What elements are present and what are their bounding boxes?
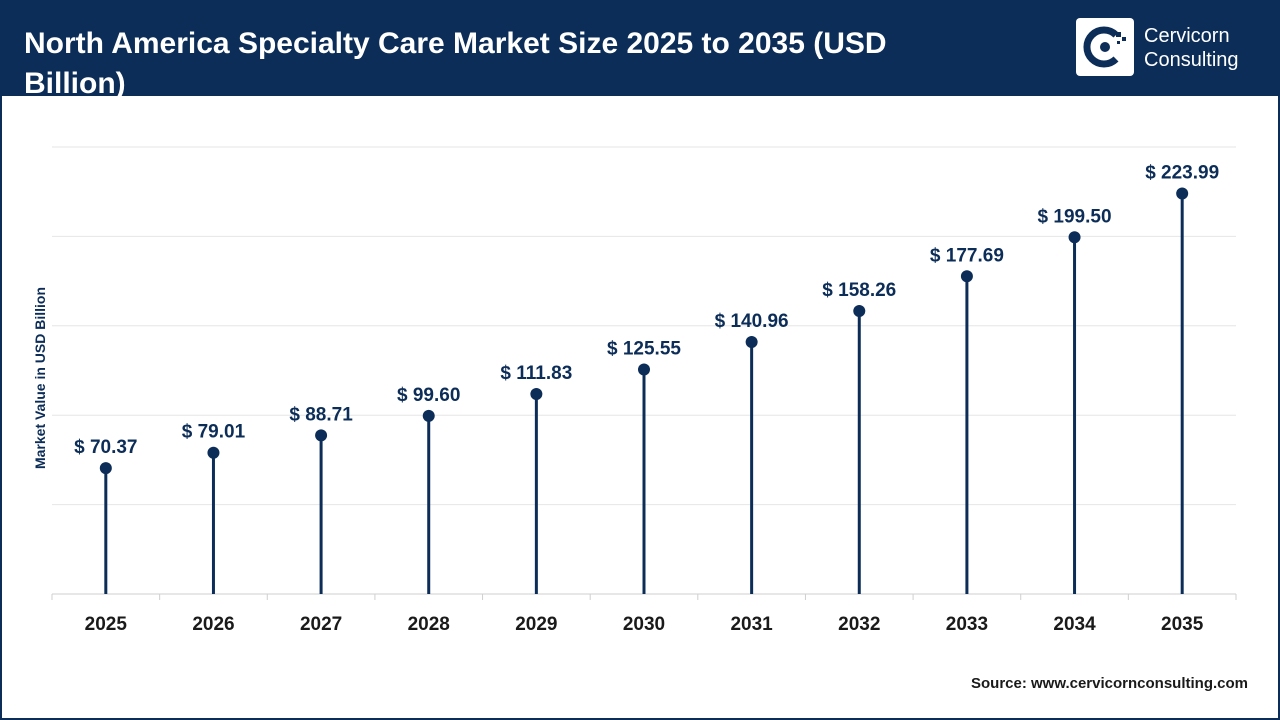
point-2026 — [207, 446, 220, 459]
brand-name: Cervicorn Consulting — [1144, 24, 1239, 72]
point-2032 — [853, 305, 866, 318]
x-tick-label-2025: 2025 — [85, 614, 128, 635]
chart-title: North America Specialty Care Market Size… — [24, 27, 887, 100]
x-tick-label-2034: 2034 — [1053, 614, 1096, 635]
point-2025 — [99, 462, 112, 475]
value-label-2027: $ 88.71 — [289, 404, 353, 425]
point-2034 — [1068, 231, 1081, 244]
point-2035 — [1176, 187, 1189, 200]
x-tick-label-2030: 2030 — [623, 614, 665, 635]
x-tick-label-2029: 2029 — [515, 614, 557, 635]
x-tick-label-2035: 2035 — [1161, 614, 1204, 635]
stems — [104, 193, 1184, 594]
point-2027 — [315, 429, 328, 442]
brand-name-line2: Consulting — [1144, 49, 1239, 71]
brand-name-line1: Cervicorn — [1144, 25, 1230, 47]
value-label-2032: $ 158.26 — [822, 280, 896, 301]
grid-lines — [51, 146, 1237, 600]
value-label-2031: $ 140.96 — [715, 311, 789, 332]
value-label-2033: $ 177.69 — [930, 245, 1004, 266]
x-tick-label-2028: 2028 — [408, 614, 450, 635]
brand-logo: Cervicorn Consulting — [1076, 18, 1266, 78]
header-banner: North America Specialty Care Market Size… — [0, 0, 1280, 100]
data-points — [99, 187, 1189, 475]
point-2031 — [745, 335, 758, 348]
value-label-2034: $ 199.50 — [1038, 206, 1112, 227]
x-tick-label-2031: 2031 — [730, 614, 773, 635]
lollipop-chart: $ 70.37 $ 79.01 $ 88.71 $ 99.60 $ 111.83 $ 12… — [51, 146, 1237, 635]
value-label-2030: $ 125.55 — [607, 339, 681, 360]
value-label-2035: $ 223.99 — [1145, 163, 1219, 184]
x-tick-labels: 2025 2026 2027 2028 2029 2030 2031 2032 2033 2034… — [85, 614, 1204, 635]
value-label-2025: $ 70.37 — [74, 437, 137, 458]
x-tick-label-2027: 2027 — [300, 614, 342, 635]
cervicorn-logo-icon — [1076, 18, 1134, 76]
point-2028 — [422, 409, 435, 422]
value-label-2026: $ 79.01 — [182, 422, 246, 443]
x-tick-label-2032: 2032 — [838, 614, 880, 635]
value-label-2028: $ 99.60 — [397, 385, 460, 406]
point-2030 — [638, 363, 650, 376]
x-tick-label-2033: 2033 — [946, 614, 988, 635]
point-2029 — [530, 388, 543, 401]
x-tick-label-2026: 2026 — [192, 614, 234, 635]
source-note: Source: www.cervicornconsulting.com — [970, 675, 1248, 692]
value-labels: $ 70.37 $ 79.01 $ 88.71 $ 99.60 $ 111.83 $ 12… — [74, 163, 1219, 459]
value-label-2029: $ 111.83 — [500, 363, 572, 384]
point-2033 — [960, 270, 973, 283]
